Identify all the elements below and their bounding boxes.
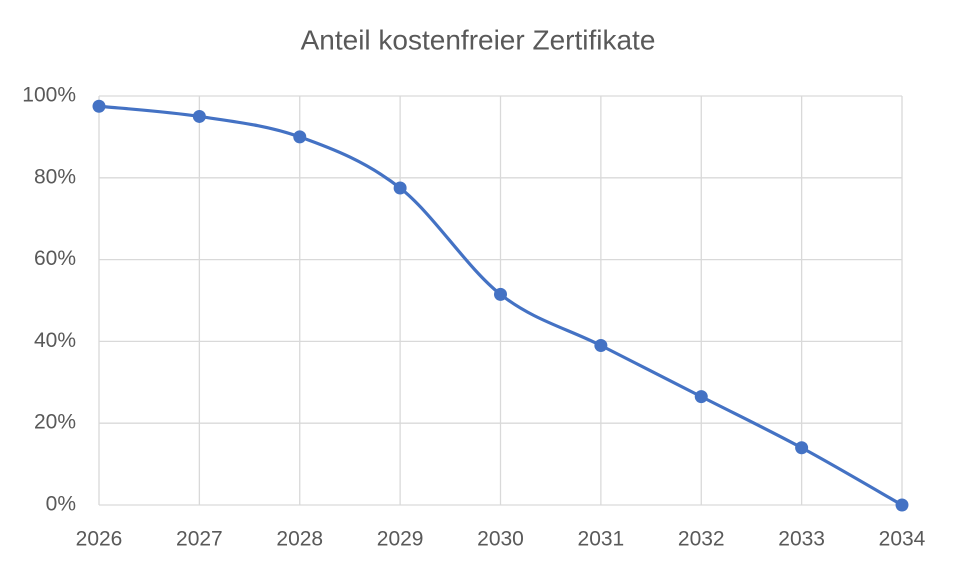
x-tick-label: 2029	[377, 528, 424, 551]
y-tick-label: 40%	[34, 329, 76, 352]
point	[795, 441, 809, 455]
point	[594, 338, 608, 352]
point	[393, 181, 407, 195]
point	[694, 390, 708, 404]
y-tick-label: 60%	[34, 247, 76, 270]
point	[192, 109, 206, 123]
x-tick-label: 2030	[477, 528, 524, 551]
x-tick-label: 2026	[76, 528, 123, 551]
y-tick-label: 100%	[22, 84, 76, 107]
point	[92, 99, 106, 113]
x-tick-label: 2028	[276, 528, 323, 551]
y-tick-label: 0%	[46, 493, 76, 516]
x-tick-label: 2032	[678, 528, 725, 551]
x-tick-label: 2034	[879, 528, 926, 551]
chart-title: Anteil kostenfreier Zertifikate	[301, 24, 656, 55]
point	[895, 498, 909, 512]
x-tick-label: 2031	[578, 528, 625, 551]
y-tick-label: 80%	[34, 165, 76, 188]
x-tick-label: 2027	[176, 528, 223, 551]
y-tick-label: 20%	[34, 411, 76, 434]
point	[293, 130, 307, 144]
x-tick-label: 2033	[778, 528, 825, 551]
point	[494, 287, 507, 301]
